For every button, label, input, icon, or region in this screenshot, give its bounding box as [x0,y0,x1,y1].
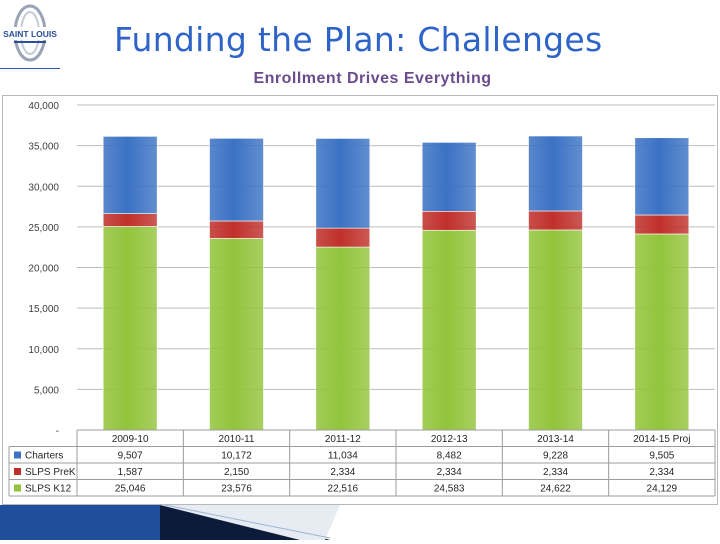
x-category-label: 2012-13 [431,434,468,445]
bar-charters [209,138,264,222]
bar-charters [421,142,477,212]
data-label: 8,482 [437,451,462,462]
y-tick-label: 25,000 [28,223,59,234]
saint-louis-public-schools-logo: SAINT LOUIS [0,0,62,70]
y-tick-label: 20,000 [28,264,59,275]
bar-slps-k12 [421,229,477,431]
y-tick-label: - [56,426,59,437]
bar-charters [528,135,583,212]
series-name-charters: Charters [25,451,63,462]
bar-slps-k12 [634,233,690,431]
legend-key-slps-k12 [14,484,21,492]
chart-frame: - 5,000 10,000 15,000 20,000 25,000 30,000 35,0… [2,95,718,505]
logo-text: SAINT LOUIS [3,29,57,39]
data-label: 1,587 [118,467,143,478]
x-category-label: 2011-12 [325,434,361,445]
legend-key-slps-prek [14,468,21,475]
bar-slps-k12 [102,226,158,431]
bar-slps-prek [102,213,158,227]
x-category-label: 2013-14 [537,434,574,445]
legend-key-charters [14,451,21,459]
y-tick-label: 35,000 [28,142,59,153]
bar-slps-k12 [528,229,583,431]
x-category-label: 2010-11 [219,434,255,445]
footer-decoration [0,504,720,540]
data-label: 10,172 [221,451,252,462]
data-label: 2,334 [543,467,568,478]
y-tick-label: 5,000 [34,385,59,396]
logo-divider [0,68,60,69]
y-tick-label: 15,000 [28,304,59,315]
bar-slps-k12 [209,238,264,431]
x-category-label: 2014-15 Proj [633,434,690,445]
data-label: 2,334 [437,467,462,478]
bar-slps-prek [421,210,477,231]
series-name-slps-prek: SLPS PreK [25,467,76,478]
bar-charters [634,137,690,216]
data-label: 22,516 [328,484,359,495]
data-label: 2,334 [330,467,355,478]
bar-slps-prek [528,210,583,231]
bar-slps-prek [634,214,690,235]
stacked-bar-chart: - 5,000 10,000 15,000 20,000 25,000 30,000 35,0… [8,101,716,497]
data-label: 9,228 [543,451,568,462]
data-label: 24,622 [540,484,571,495]
data-label: 24,583 [434,484,465,495]
data-label: 2,150 [224,467,249,478]
y-tick-label: 10,000 [28,345,59,356]
bar-charters [102,136,158,214]
data-label: 23,576 [221,484,252,495]
x-category-label: 2009-10 [112,434,149,445]
bar-charters [315,138,371,229]
page-title: Funding the Plan: Challenges [114,20,603,59]
data-label: 9,507 [118,451,143,462]
data-label: 24,129 [647,484,678,495]
data-label: 11,034 [328,451,358,462]
data-label: 9,505 [649,451,674,462]
y-tick-label: 40,000 [28,101,59,112]
y-tick-label: 30,000 [28,182,59,193]
data-label: 2,334 [649,467,674,478]
series-name-slps-k12: SLPS K12 [25,484,72,495]
bar-slps-k12 [315,246,371,431]
data-label: 25,046 [115,484,146,495]
bar-slps-prek [315,227,371,248]
bar-slps-prek [209,220,264,239]
page-subtitle: Enrollment Drives Everything [253,70,492,87]
